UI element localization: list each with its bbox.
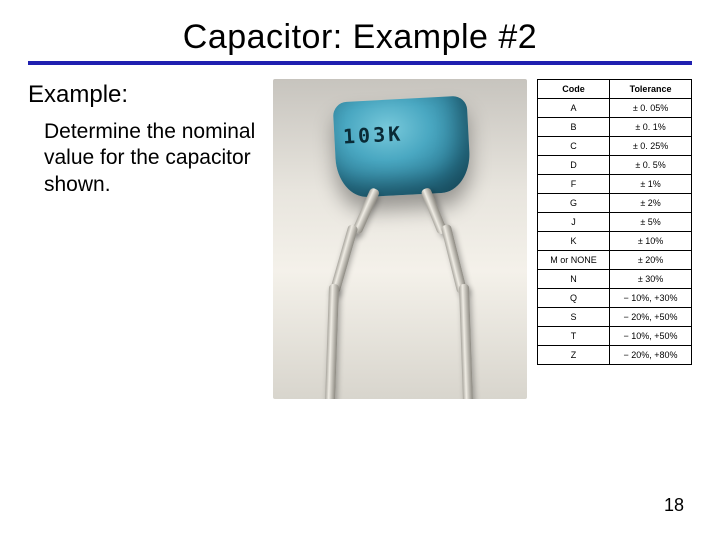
table-row: F± 1%	[538, 175, 692, 194]
cell-tolerance: − 10%, +50%	[610, 327, 692, 346]
cell-code: J	[538, 213, 610, 232]
cell-tolerance: ± 5%	[610, 213, 692, 232]
table-row: C± 0. 25%	[538, 137, 692, 156]
example-label: Example:	[28, 81, 263, 109]
table-row: D± 0. 5%	[538, 156, 692, 175]
slide: Capacitor: Example #2 Example: Determine…	[0, 0, 720, 540]
cell-code: M or NONE	[538, 251, 610, 270]
col-header-tolerance: Tolerance	[610, 80, 692, 99]
title-underline	[28, 61, 692, 65]
cell-code: C	[538, 137, 610, 156]
table-row: Q− 10%, +30%	[538, 289, 692, 308]
cell-tolerance: − 10%, +30%	[610, 289, 692, 308]
cell-code: K	[538, 232, 610, 251]
cell-tolerance: ± 1%	[610, 175, 692, 194]
cell-tolerance: ± 0. 5%	[610, 156, 692, 175]
example-description: Determine the nominal value for the capa…	[44, 119, 263, 198]
cell-tolerance: ± 0. 05%	[610, 99, 692, 118]
cell-code: B	[538, 118, 610, 137]
cell-tolerance: ± 10%	[610, 232, 692, 251]
cell-code: G	[538, 194, 610, 213]
cell-tolerance: ± 20%	[610, 251, 692, 270]
cell-code: S	[538, 308, 610, 327]
cell-tolerance: ± 2%	[610, 194, 692, 213]
table-row: A± 0. 05%	[538, 99, 692, 118]
table-row: S− 20%, +50%	[538, 308, 692, 327]
cell-tolerance: − 20%, +80%	[610, 346, 692, 365]
photo-area: 103K	[273, 79, 527, 399]
cell-code: N	[538, 270, 610, 289]
table-row: Z− 20%, +80%	[538, 346, 692, 365]
cell-tolerance: − 20%, +50%	[610, 308, 692, 327]
slide-title: Capacitor: Example #2	[28, 18, 692, 57]
cell-tolerance: ± 0. 25%	[610, 137, 692, 156]
table-row: M or NONE± 20%	[538, 251, 692, 270]
table-row: K± 10%	[538, 232, 692, 251]
cell-code: F	[538, 175, 610, 194]
text-column: Example: Determine the nominal value for…	[28, 79, 263, 198]
cell-code: A	[538, 99, 610, 118]
tolerance-table: Code Tolerance A± 0. 05%B± 0. 1%C± 0. 25…	[537, 79, 692, 365]
cell-tolerance: ± 30%	[610, 270, 692, 289]
page-number: 18	[664, 495, 684, 516]
table-row: J± 5%	[538, 213, 692, 232]
table-header-row: Code Tolerance	[538, 80, 692, 99]
tolerance-table-wrap: Code Tolerance A± 0. 05%B± 0. 1%C± 0. 25…	[537, 79, 692, 365]
cell-code: Q	[538, 289, 610, 308]
cell-code: Z	[538, 346, 610, 365]
table-body: A± 0. 05%B± 0. 1%C± 0. 25%D± 0. 5%F± 1%G…	[538, 99, 692, 365]
capacitor-marking: 103K	[342, 121, 403, 148]
cell-code: T	[538, 327, 610, 346]
table-row: N± 30%	[538, 270, 692, 289]
table-row: B± 0. 1%	[538, 118, 692, 137]
col-header-code: Code	[538, 80, 610, 99]
table-row: G± 2%	[538, 194, 692, 213]
table-row: T− 10%, +50%	[538, 327, 692, 346]
cell-code: D	[538, 156, 610, 175]
capacitor-photo: 103K	[273, 79, 527, 399]
content-row: Example: Determine the nominal value for…	[28, 79, 692, 399]
cell-tolerance: ± 0. 1%	[610, 118, 692, 137]
